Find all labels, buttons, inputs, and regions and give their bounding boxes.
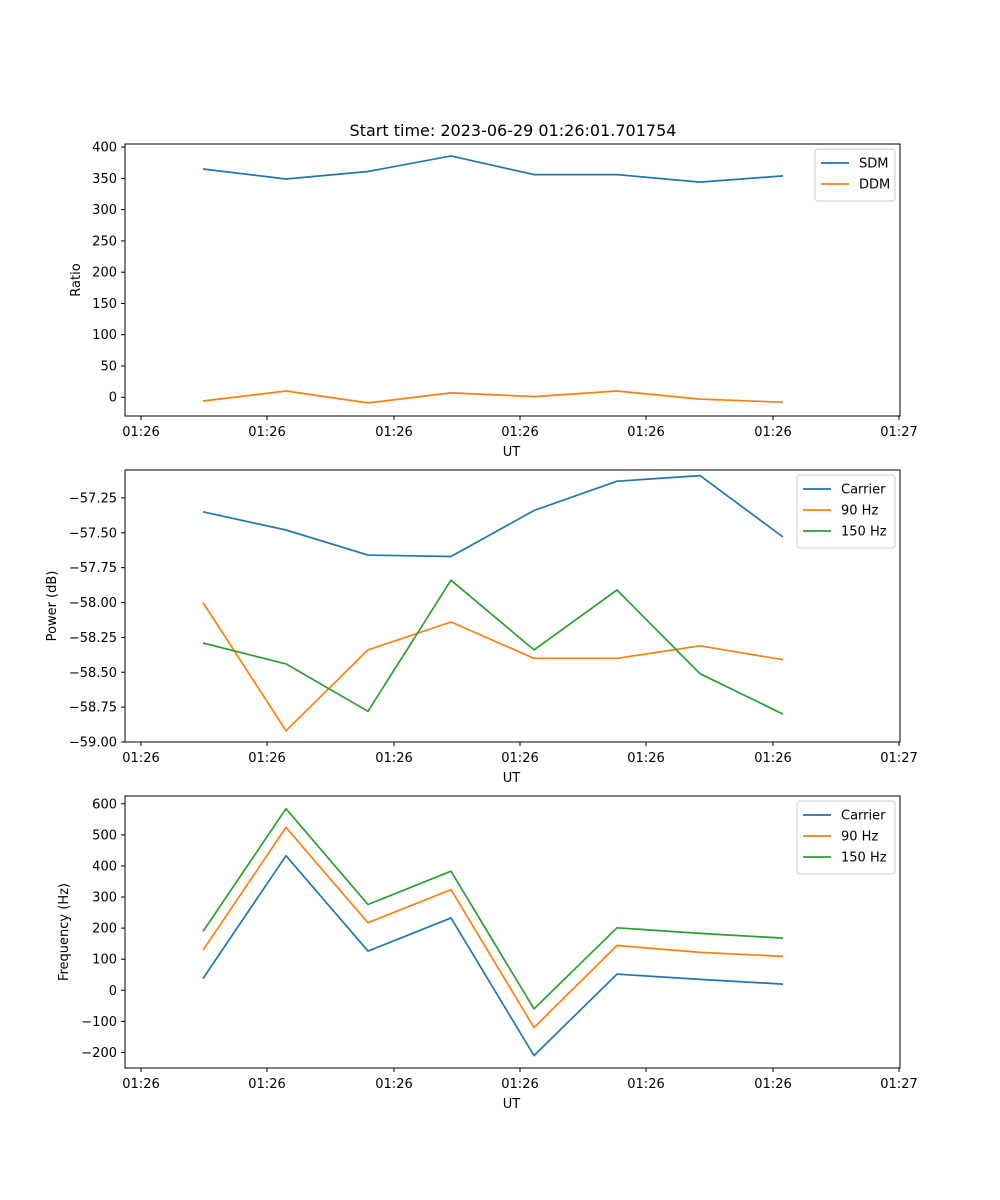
axes-frame [124, 143, 901, 417]
x-tick-label: 01:26 [122, 1077, 159, 1092]
plots: 01:26 01:26 01:26 01:26 01:26 01:26 01:27 0 50 10… [45, 141, 918, 1112]
y-tick-label: 300 [92, 891, 117, 906]
y-tick-label: −57.50 [69, 526, 117, 541]
legend-label: Carrier [841, 483, 886, 498]
legend: SDM DDM [814, 148, 896, 202]
legend-box [814, 148, 896, 202]
x-tick-label: 01:26 [627, 1077, 664, 1092]
axes-frame [124, 469, 901, 743]
y-tick-label: 100 [92, 328, 117, 343]
y-tick-label: 300 [92, 203, 117, 218]
y-tick-label: 0 [109, 391, 117, 406]
x-axis-label: UT [503, 1097, 521, 1112]
y-tick-label: −57.75 [69, 561, 117, 576]
y-tick-label: 150 [92, 297, 117, 312]
x-tick-label: 01:26 [501, 425, 538, 440]
legend: Carrier 90 Hz 150 Hz [796, 474, 896, 549]
subplot-1: 01:26 01:26 01:26 01:26 01:26 01:26 01:27 0 50 10… [69, 141, 918, 460]
x-tick-label: 01:26 [248, 425, 285, 440]
axes-frame [124, 795, 901, 1069]
x-tick-label: 01:26 [627, 751, 664, 766]
legend-box [796, 800, 896, 875]
y-tick-label: 350 [92, 172, 117, 187]
series-line-carrier [202, 474, 784, 558]
series-line-150-hz [202, 807, 784, 1010]
x-tick-label: 01:27 [880, 425, 917, 440]
series-line-carrier [202, 854, 784, 1057]
legend-label: DDM [859, 178, 890, 193]
x-tick-label: 01:27 [880, 751, 917, 766]
legend-label: 150 Hz [841, 851, 887, 866]
x-tick-label: 01:27 [880, 1077, 917, 1092]
y-tick-label: −58.50 [69, 666, 117, 681]
x-tick-label: 01:26 [375, 425, 412, 440]
y-tick-label: 200 [92, 922, 117, 937]
y-axis-label: Power (dB) [45, 571, 60, 642]
y-tick-label: −58.25 [69, 631, 117, 646]
y-tick-label: 200 [92, 266, 117, 281]
x-tick-label: 01:26 [754, 751, 791, 766]
y-tick-label: 0 [109, 984, 117, 999]
x-tick-label: 01:26 [248, 751, 285, 766]
subplot-3: 01:26 01:26 01:26 01:26 01:26 01:26 01:27 −200 −… [57, 795, 918, 1112]
y-tick-label: −59.00 [69, 736, 117, 751]
figure-title: Start time: 2023-06-29 01:26:01.701754 [350, 121, 677, 140]
series-line-90-hz [202, 602, 784, 732]
series-line-150-hz [202, 579, 784, 715]
y-tick-label: 250 [92, 234, 117, 249]
y-tick-label: 400 [92, 141, 117, 156]
legend: Carrier 90 Hz 150 Hz [796, 800, 896, 875]
y-tick-label: −200 [81, 1046, 117, 1061]
x-tick-label: 01:26 [248, 1077, 285, 1092]
x-tick-label: 01:26 [122, 425, 159, 440]
series-line-ddm [202, 390, 784, 404]
y-tick-label: −100 [81, 1015, 117, 1030]
x-tick-label: 01:26 [754, 425, 791, 440]
series-line-90-hz [202, 826, 784, 1029]
legend-box [796, 474, 896, 549]
y-axis-label: Ratio [69, 263, 84, 296]
legend-label: Carrier [841, 809, 886, 824]
x-tick-label: 01:26 [122, 751, 159, 766]
x-tick-label: 01:26 [501, 1077, 538, 1092]
x-tick-label: 01:26 [375, 751, 412, 766]
y-tick-label: 50 [100, 359, 117, 374]
y-tick-label: 500 [92, 828, 117, 843]
series-line-sdm [202, 155, 784, 183]
y-tick-label: −58.75 [69, 701, 117, 716]
y-tick-label: −58.00 [69, 596, 117, 611]
legend-label: 90 Hz [841, 504, 878, 519]
x-tick-label: 01:26 [627, 425, 664, 440]
y-axis-label: Frequency (Hz) [57, 883, 72, 981]
x-tick-label: 01:26 [501, 751, 538, 766]
y-tick-label: 400 [92, 859, 117, 874]
x-axis-label: UT [503, 771, 521, 786]
legend-label: 150 Hz [841, 525, 887, 540]
legend-label: SDM [859, 157, 888, 172]
x-tick-label: 01:26 [375, 1077, 412, 1092]
x-tick-label: 01:26 [754, 1077, 791, 1092]
x-axis-label: UT [503, 445, 521, 460]
legend-label: 90 Hz [841, 830, 878, 845]
subplot-2: 01:26 01:26 01:26 01:26 01:26 01:26 01:27 −59.0… [45, 469, 918, 786]
y-tick-label: −57.25 [69, 491, 117, 506]
y-tick-label: 100 [92, 953, 117, 968]
y-tick-label: 600 [92, 797, 117, 812]
